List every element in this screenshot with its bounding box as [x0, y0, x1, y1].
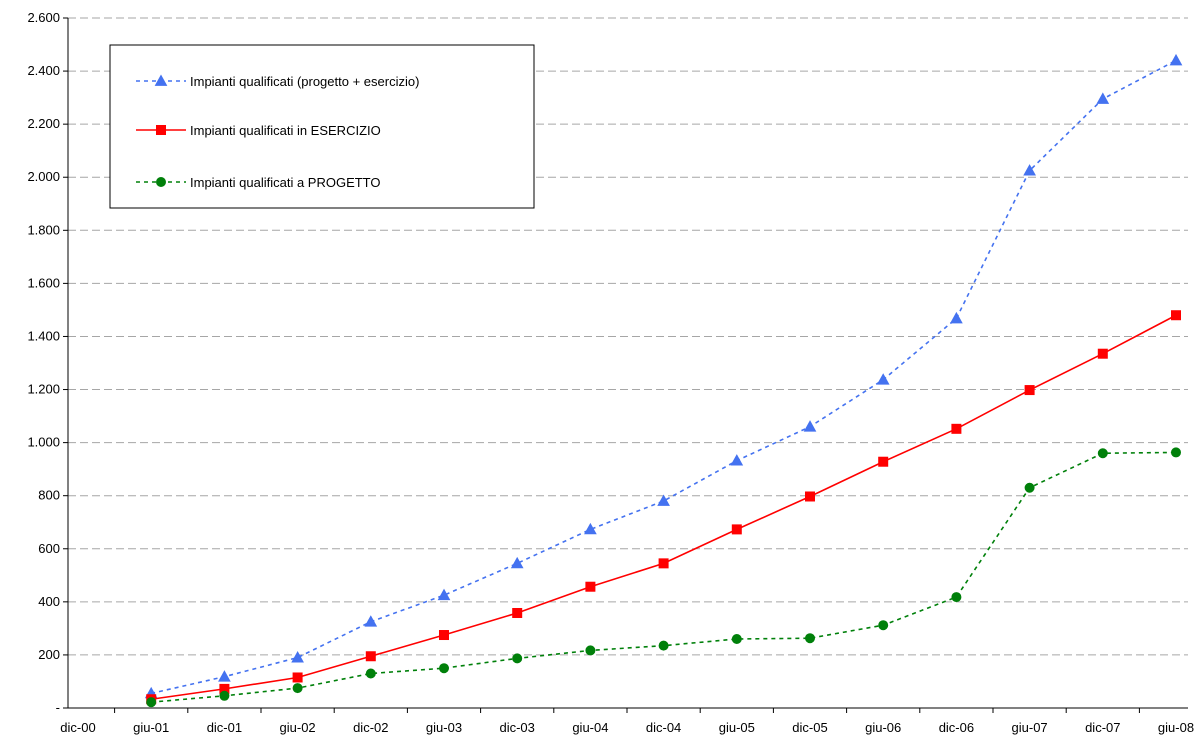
data-point — [364, 615, 378, 627]
series-2 — [146, 310, 1181, 705]
y-tick-label: 600 — [38, 541, 60, 556]
data-point — [437, 588, 451, 601]
y-tick-label: 2.200 — [27, 116, 60, 131]
legend-item: Impianti qualificati in ESERCIZIO — [136, 123, 381, 138]
data-point — [731, 524, 742, 535]
x-tick-label: giu-01 — [133, 720, 169, 735]
legend-marker — [154, 74, 168, 86]
data-point — [657, 494, 670, 506]
data-point — [658, 558, 669, 569]
x-tick-label: dic-02 — [353, 720, 388, 735]
x-tick-label: giu-04 — [572, 720, 608, 735]
x-tick-label: dic-04 — [646, 720, 681, 735]
data-point — [730, 454, 744, 466]
data-point — [584, 522, 597, 535]
data-point — [218, 670, 231, 682]
y-tick-label: 2.400 — [27, 63, 60, 78]
data-point — [439, 663, 449, 674]
data-point — [878, 620, 889, 631]
data-point — [1097, 448, 1108, 459]
data-point — [1096, 92, 1110, 104]
y-tick-label: 800 — [38, 488, 60, 503]
y-tick-label: 2.000 — [27, 169, 60, 184]
data-point — [658, 640, 669, 651]
x-tick-label: dic-06 — [939, 720, 974, 735]
legend-label: Impianti qualificati a PROGETTO — [190, 175, 381, 190]
data-point — [951, 592, 962, 603]
data-point — [365, 668, 376, 679]
data-point — [1023, 164, 1036, 176]
data-point — [731, 634, 742, 644]
data-point — [805, 491, 815, 502]
legend-marker — [156, 125, 166, 135]
data-point — [951, 423, 962, 434]
data-point — [803, 420, 817, 432]
data-point — [512, 653, 523, 664]
data-point — [146, 697, 157, 708]
legend: Impianti qualificati (progetto + eserciz… — [109, 44, 535, 209]
data-point — [1097, 348, 1108, 359]
x-tick-label: giu-03 — [426, 720, 462, 735]
data-point — [805, 633, 815, 644]
data-point — [291, 651, 304, 663]
x-tick-label: giu-05 — [719, 720, 755, 735]
y-tick-label: 1.000 — [27, 435, 60, 450]
x-tick-label: dic-03 — [499, 720, 534, 735]
data-point — [1024, 482, 1035, 493]
x-tick-label: dic-05 — [792, 720, 827, 735]
data-point — [1171, 310, 1181, 321]
data-point — [512, 607, 523, 618]
data-point — [439, 630, 449, 641]
data-point — [585, 581, 596, 592]
legend-label: Impianti qualificati (progetto + eserciz… — [190, 74, 419, 89]
x-tick-label: dic-01 — [207, 720, 242, 735]
legend-marker — [156, 177, 166, 187]
series-1 — [144, 53, 1183, 699]
data-point — [510, 556, 524, 569]
y-tick-label: 1.400 — [27, 328, 60, 343]
y-tick-label: 200 — [38, 647, 60, 662]
legend-item: Impianti qualificati a PROGETTO — [136, 175, 381, 190]
data-point — [585, 645, 596, 656]
series-line — [151, 59, 1177, 695]
data-point — [219, 690, 230, 701]
x-tick-label: dic-00 — [60, 720, 95, 735]
y-tick-label: 400 — [38, 594, 60, 609]
data-point — [365, 651, 376, 662]
x-tick-label: giu-02 — [280, 720, 316, 735]
y-tick-label: - — [56, 700, 60, 715]
data-point — [878, 456, 889, 467]
data-point — [950, 311, 963, 324]
data-point — [292, 672, 303, 683]
data-point — [292, 683, 303, 694]
data-point — [1024, 385, 1035, 396]
y-tick-label: 1.800 — [27, 222, 60, 237]
series-3 — [146, 447, 1181, 708]
x-tick-label: giu-06 — [865, 720, 901, 735]
x-tick-label: giu-08 — [1158, 720, 1194, 735]
data-point — [1171, 447, 1181, 458]
y-tick-label: 1.200 — [27, 382, 60, 397]
legend-box — [109, 44, 535, 209]
series-line — [151, 451, 1177, 703]
legend-item: Impianti qualificati (progetto + eserciz… — [136, 74, 419, 89]
legend-label: Impianti qualificati in ESERCIZIO — [190, 123, 381, 138]
data-series — [144, 53, 1183, 708]
data-point — [876, 373, 890, 385]
axes: - 200 400 600 800 1.000 1.200 1.400 1.600 1.800 2.… — [27, 10, 1194, 735]
y-tick-label: 1.600 — [27, 275, 60, 290]
x-tick-label: dic-07 — [1085, 720, 1120, 735]
x-tick-label: giu-07 — [1012, 720, 1048, 735]
y-tick-label: 2.600 — [27, 10, 60, 25]
data-point — [1169, 53, 1183, 66]
